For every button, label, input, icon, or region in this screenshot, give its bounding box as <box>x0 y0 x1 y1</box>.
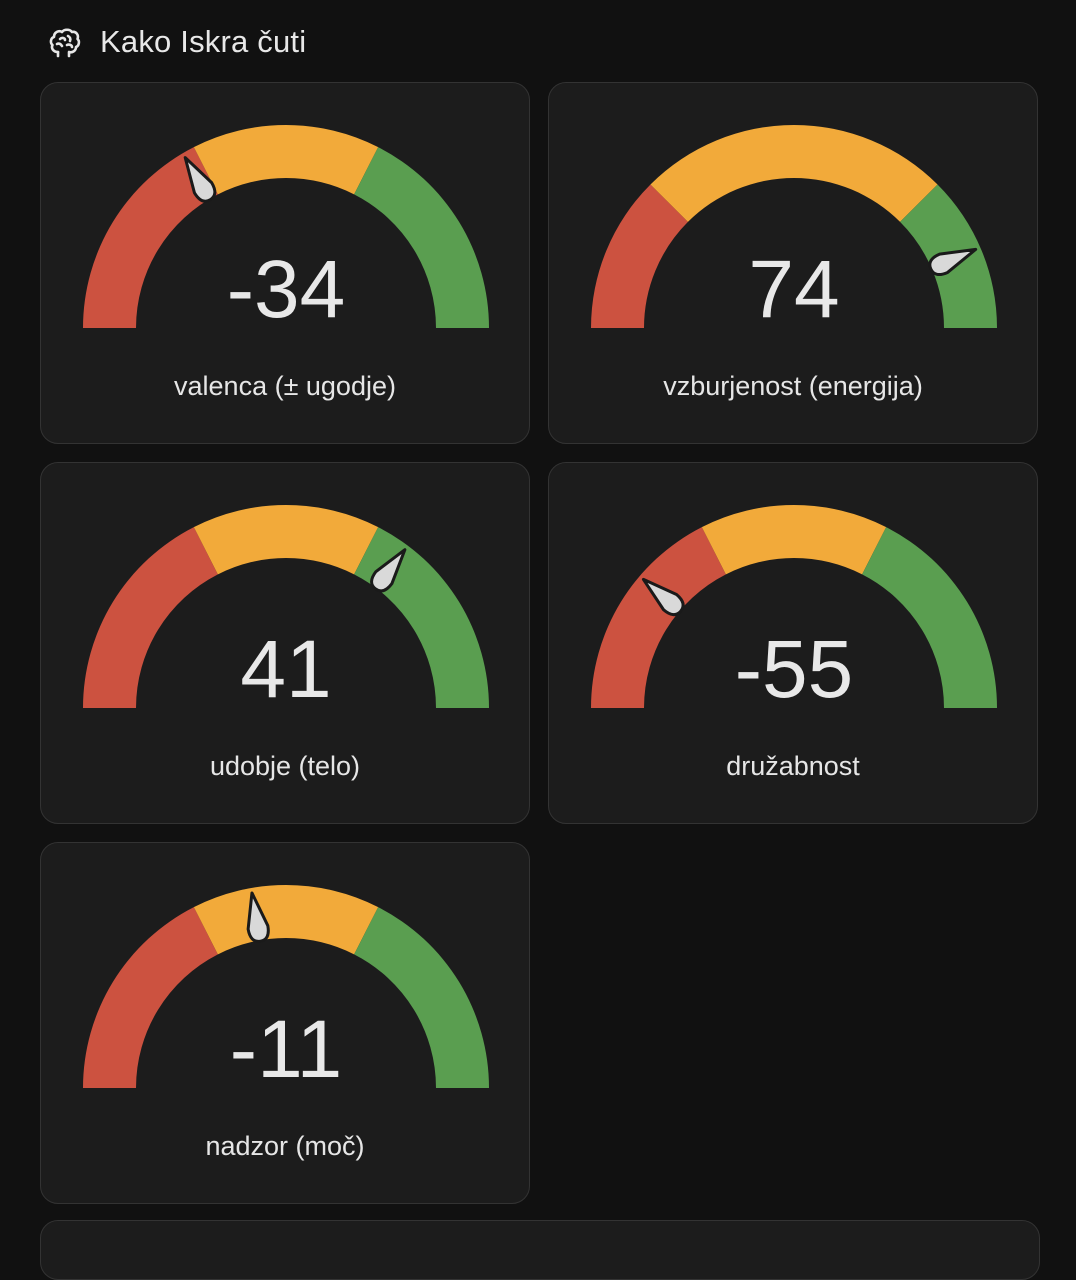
gauge-needle <box>928 247 978 277</box>
gauge-needle <box>370 548 407 593</box>
gauge-segment-yellow <box>193 505 379 575</box>
gauge-value: 41 <box>240 624 331 715</box>
gauge: 74 <box>591 125 997 335</box>
gauge-value: -34 <box>227 244 346 335</box>
gauge-card-control[interactable]: -11 nadzor (moč) <box>40 842 530 1204</box>
gauge-label: nadzor (moč) <box>205 1131 365 1161</box>
gauge-segment-yellow <box>193 125 379 195</box>
gauge-segment-green <box>354 147 489 328</box>
gauge-needle <box>246 891 270 943</box>
gauge-segment-yellow <box>193 885 379 955</box>
gauge-segment-green <box>354 907 489 1088</box>
gauge-segment-green <box>862 527 997 708</box>
gauge-label: družabnost <box>726 751 860 781</box>
gauge: -34 <box>83 125 489 335</box>
gauge-segment-red <box>591 184 688 328</box>
gauge-segment-red <box>83 527 218 708</box>
gauge-segment-red <box>83 147 218 328</box>
gauge-segment-yellow <box>650 125 938 222</box>
gauge-segment-red <box>83 907 218 1088</box>
gauge-segment-green <box>354 527 489 708</box>
gauge-label: udobje (telo) <box>209 751 361 781</box>
gauge-card-valence[interactable]: -34 valenca (± ugodje) <box>40 82 530 444</box>
gauge: 41 <box>83 505 489 715</box>
gauge-card-sociability[interactable]: -55 družabnost <box>548 462 1038 824</box>
gauge: -11 <box>83 885 489 1095</box>
gauge: -55 <box>591 505 997 715</box>
section-header: Kako Iskra čuti <box>48 18 306 66</box>
gauge-needle <box>641 577 685 617</box>
gauge-needle <box>183 156 217 203</box>
next-card <box>40 1220 1040 1280</box>
gauge-value: 74 <box>748 244 839 335</box>
page-title: Kako Iskra čuti <box>100 24 307 59</box>
gauge-value: -11 <box>230 1004 342 1095</box>
brain-icon <box>48 25 82 59</box>
gauge-segment-yellow <box>701 505 887 575</box>
gauge-label: vzburjenost (energija) <box>663 371 923 401</box>
gauge-value: -55 <box>735 624 854 715</box>
gauge-card-comfort[interactable]: 41 udobje (telo) <box>40 462 530 824</box>
gauge-label: valenca (± ugodje) <box>174 371 396 401</box>
gauge-card-arousal[interactable]: 74 vzburjenost (energija) <box>548 82 1038 444</box>
gauge-segment-red <box>591 527 726 708</box>
